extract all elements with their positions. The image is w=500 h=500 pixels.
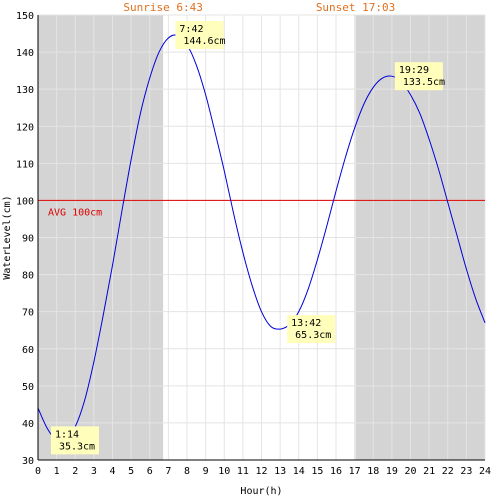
y-tick-label: 70 <box>22 308 34 319</box>
y-tick-label: 80 <box>22 271 34 282</box>
y-tick-label: 100 <box>16 196 34 207</box>
y-tick-label: 90 <box>22 234 34 245</box>
average-line-group: AVG 100cm <box>38 199 485 218</box>
y-tick-label: 30 <box>22 456 34 467</box>
x-tick-label: 0 <box>35 466 41 477</box>
sunrise-label: Sunrise 6:43 <box>123 1 202 14</box>
x-tick-label: 7 <box>165 466 171 477</box>
x-tick-label: 6 <box>147 466 153 477</box>
y-tick-label: 60 <box>22 345 34 356</box>
x-tick-label: 16 <box>330 466 342 477</box>
x-axis-label: Hour(h) <box>240 486 282 497</box>
annotation-box <box>287 315 336 344</box>
annotation-value: 144.6cm <box>183 36 225 47</box>
annotation-box <box>394 62 443 91</box>
annotation-time: 7:42 <box>179 24 203 35</box>
x-tick-label: 13 <box>274 466 286 477</box>
annotation-value: 65.3cm <box>295 330 331 341</box>
x-tick-label: 2 <box>72 466 78 477</box>
annotation-box <box>175 21 224 50</box>
annotation-time: 1:14 <box>55 429 79 440</box>
average-label: AVG 100cm <box>48 207 102 218</box>
annotation-value: 35.3cm <box>59 441 95 452</box>
y-tick-label: 50 <box>22 382 34 393</box>
annotation-box <box>50 426 99 455</box>
x-tick-label: 8 <box>184 466 190 477</box>
x-tick-label: 4 <box>109 466 115 477</box>
sunset-label: Sunset 17:03 <box>316 1 395 14</box>
x-tick-label: 17 <box>349 466 361 477</box>
x-tick-label: 15 <box>311 466 323 477</box>
x-tick-label: 12 <box>255 466 267 477</box>
x-tick-label: 24 <box>479 466 491 477</box>
x-tick-label: 1 <box>54 466 60 477</box>
y-tick-label: 130 <box>16 85 34 96</box>
x-tick-label: 23 <box>460 466 472 477</box>
axes: 0 1 2 3 4 5 6 7 8 9 10 11 12 13 14 15 16 17 18 19 20 21 22 23 24… <box>16 11 491 477</box>
y-tick-label: 40 <box>22 419 34 430</box>
y-tick-label: 150 <box>16 11 34 22</box>
annotation-time: 13:42 <box>291 318 321 329</box>
x-tick-label: 3 <box>91 466 97 477</box>
annotation-value: 133.5cm <box>403 77 445 88</box>
x-tick-label: 20 <box>404 466 416 477</box>
x-tick-label: 9 <box>203 466 209 477</box>
x-tick-label: 11 <box>237 466 249 477</box>
x-tick-label: 18 <box>367 466 379 477</box>
y-tick-label: 140 <box>16 48 34 59</box>
y-tick-label: 120 <box>16 122 34 133</box>
y-axis-label: WaterLevel(cm) <box>2 195 13 279</box>
y-tick-label: 110 <box>16 159 34 170</box>
annotation-time: 19:29 <box>399 65 429 76</box>
x-tick-label: 21 <box>423 466 435 477</box>
water-level-line <box>37 34 486 442</box>
series-group <box>37 34 486 442</box>
x-tick-label: 22 <box>442 466 454 477</box>
x-tick-label: 5 <box>128 466 134 477</box>
x-tick-label: 19 <box>386 466 398 477</box>
gridlines <box>37 14 486 461</box>
x-tick-label: 14 <box>293 466 305 477</box>
x-tick-label: 10 <box>218 466 230 477</box>
